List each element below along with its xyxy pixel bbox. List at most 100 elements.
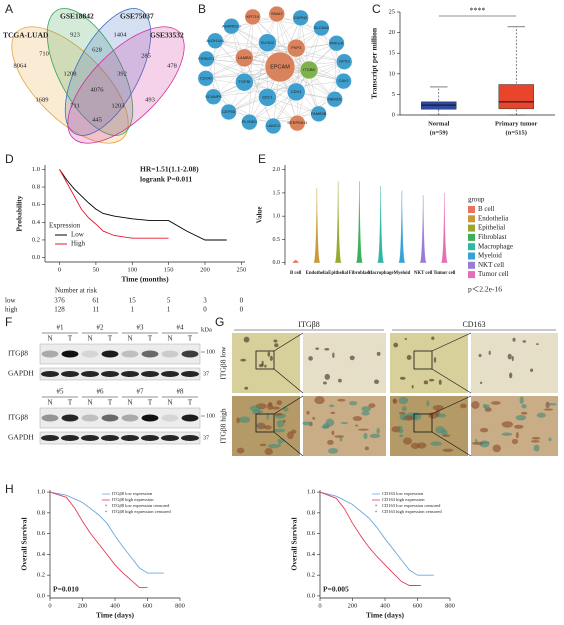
lane-label: N: [87, 335, 92, 343]
stain: [352, 416, 363, 421]
stain: [269, 355, 273, 361]
y-axis-label: Value: [256, 207, 264, 224]
network-node: [197, 70, 215, 87]
legend-label: ITGβ8 low expression: [112, 491, 153, 496]
violin: [377, 185, 384, 263]
legend-label: Endothelia: [478, 214, 509, 222]
x-tick-label: 0: [58, 266, 61, 273]
violin: [334, 181, 342, 263]
blot: [39, 367, 201, 381]
x-tick-label: Endothelia: [306, 271, 329, 276]
network-edge: [273, 99, 335, 127]
legend-label: B cell: [478, 205, 495, 213]
network-edge: [213, 80, 344, 97]
node-label: SDC1: [262, 94, 273, 99]
y-axis-label: Transcript per million: [370, 27, 379, 99]
band: [101, 350, 119, 358]
x-tick-label: 800: [445, 602, 455, 609]
stain: [507, 353, 512, 360]
sample-label: #8: [177, 388, 185, 396]
stain: [513, 424, 524, 429]
node-label: CAV1: [339, 78, 350, 83]
stain: [492, 444, 501, 453]
legend-label: Epithelial: [478, 224, 505, 232]
stain: [438, 379, 442, 385]
stain: [287, 431, 294, 440]
x-tick-label: 200: [348, 602, 358, 609]
network-node: [310, 105, 327, 123]
stain: [324, 373, 330, 380]
network-node: [241, 113, 258, 131]
protein-label: ITGβ8: [8, 349, 28, 358]
node-label: MEMO1: [327, 96, 342, 101]
network-node: [235, 72, 254, 92]
network-node: [220, 103, 237, 121]
stain: [501, 432, 513, 436]
stain: [267, 351, 271, 357]
zoom-line: [273, 395, 304, 415]
node-label: EPCAM: [270, 64, 290, 70]
network-node: [299, 60, 319, 80]
zoom-line: [273, 332, 304, 352]
stain: [349, 355, 355, 361]
stain: [364, 446, 370, 451]
annotation: HR=1.51(1.1-2.08): [140, 165, 199, 174]
box: [498, 84, 534, 110]
stain: [435, 426, 445, 434]
risk-row-name: high: [5, 306, 18, 314]
stain: [423, 380, 429, 385]
zoom-line: [431, 431, 472, 457]
zoom-box: [255, 350, 275, 370]
stain: [511, 356, 514, 362]
survival-curve: [49, 491, 164, 574]
network-node: [286, 82, 306, 102]
legend-swatch: [468, 233, 475, 241]
y-tick-label: 1.0: [37, 489, 45, 496]
stain: [471, 441, 484, 445]
band: [101, 435, 119, 441]
y-axis-label: Probability: [15, 195, 24, 231]
column-header: ITGβ8: [298, 320, 319, 329]
network-edge: [276, 13, 319, 114]
stain: [308, 356, 313, 361]
zoom-box: [413, 350, 433, 370]
stain: [355, 424, 359, 427]
stain: [402, 417, 407, 421]
x-tick-label: 250: [236, 266, 246, 273]
venn-count: 392: [117, 70, 127, 77]
lane-label: N: [127, 335, 132, 343]
network-edge: [231, 17, 301, 27]
network-edge: [231, 26, 344, 82]
band: [141, 350, 159, 358]
x-tick-label: 600: [143, 602, 153, 609]
stain: [374, 379, 380, 385]
stain: [484, 404, 490, 411]
network-node: [264, 117, 282, 135]
network-edge: [249, 16, 253, 123]
protein-label: GAPDH: [8, 433, 34, 442]
band: [121, 435, 139, 441]
survival-curve: [49, 491, 148, 589]
zoom-line: [431, 395, 472, 415]
stain: [267, 443, 280, 449]
panel-letter: B: [198, 2, 206, 16]
risk-count: 376: [54, 297, 65, 305]
stain: [334, 435, 344, 438]
stain: [460, 403, 467, 409]
stain: [546, 403, 557, 406]
micrograph: [303, 333, 386, 393]
sample-label: #5: [57, 388, 65, 396]
band: [121, 414, 139, 422]
blot: [39, 431, 201, 445]
network-edge: [296, 48, 319, 114]
micrograph: [471, 333, 558, 393]
y-tick-label: 25: [389, 8, 396, 15]
annotation: p＜2.2e-16: [468, 285, 502, 294]
stain: [244, 386, 249, 390]
venn-count: 923: [70, 31, 80, 38]
band: [161, 435, 179, 441]
network-node: [244, 8, 261, 26]
lane-label: T: [108, 399, 113, 407]
network-edge: [228, 61, 345, 113]
